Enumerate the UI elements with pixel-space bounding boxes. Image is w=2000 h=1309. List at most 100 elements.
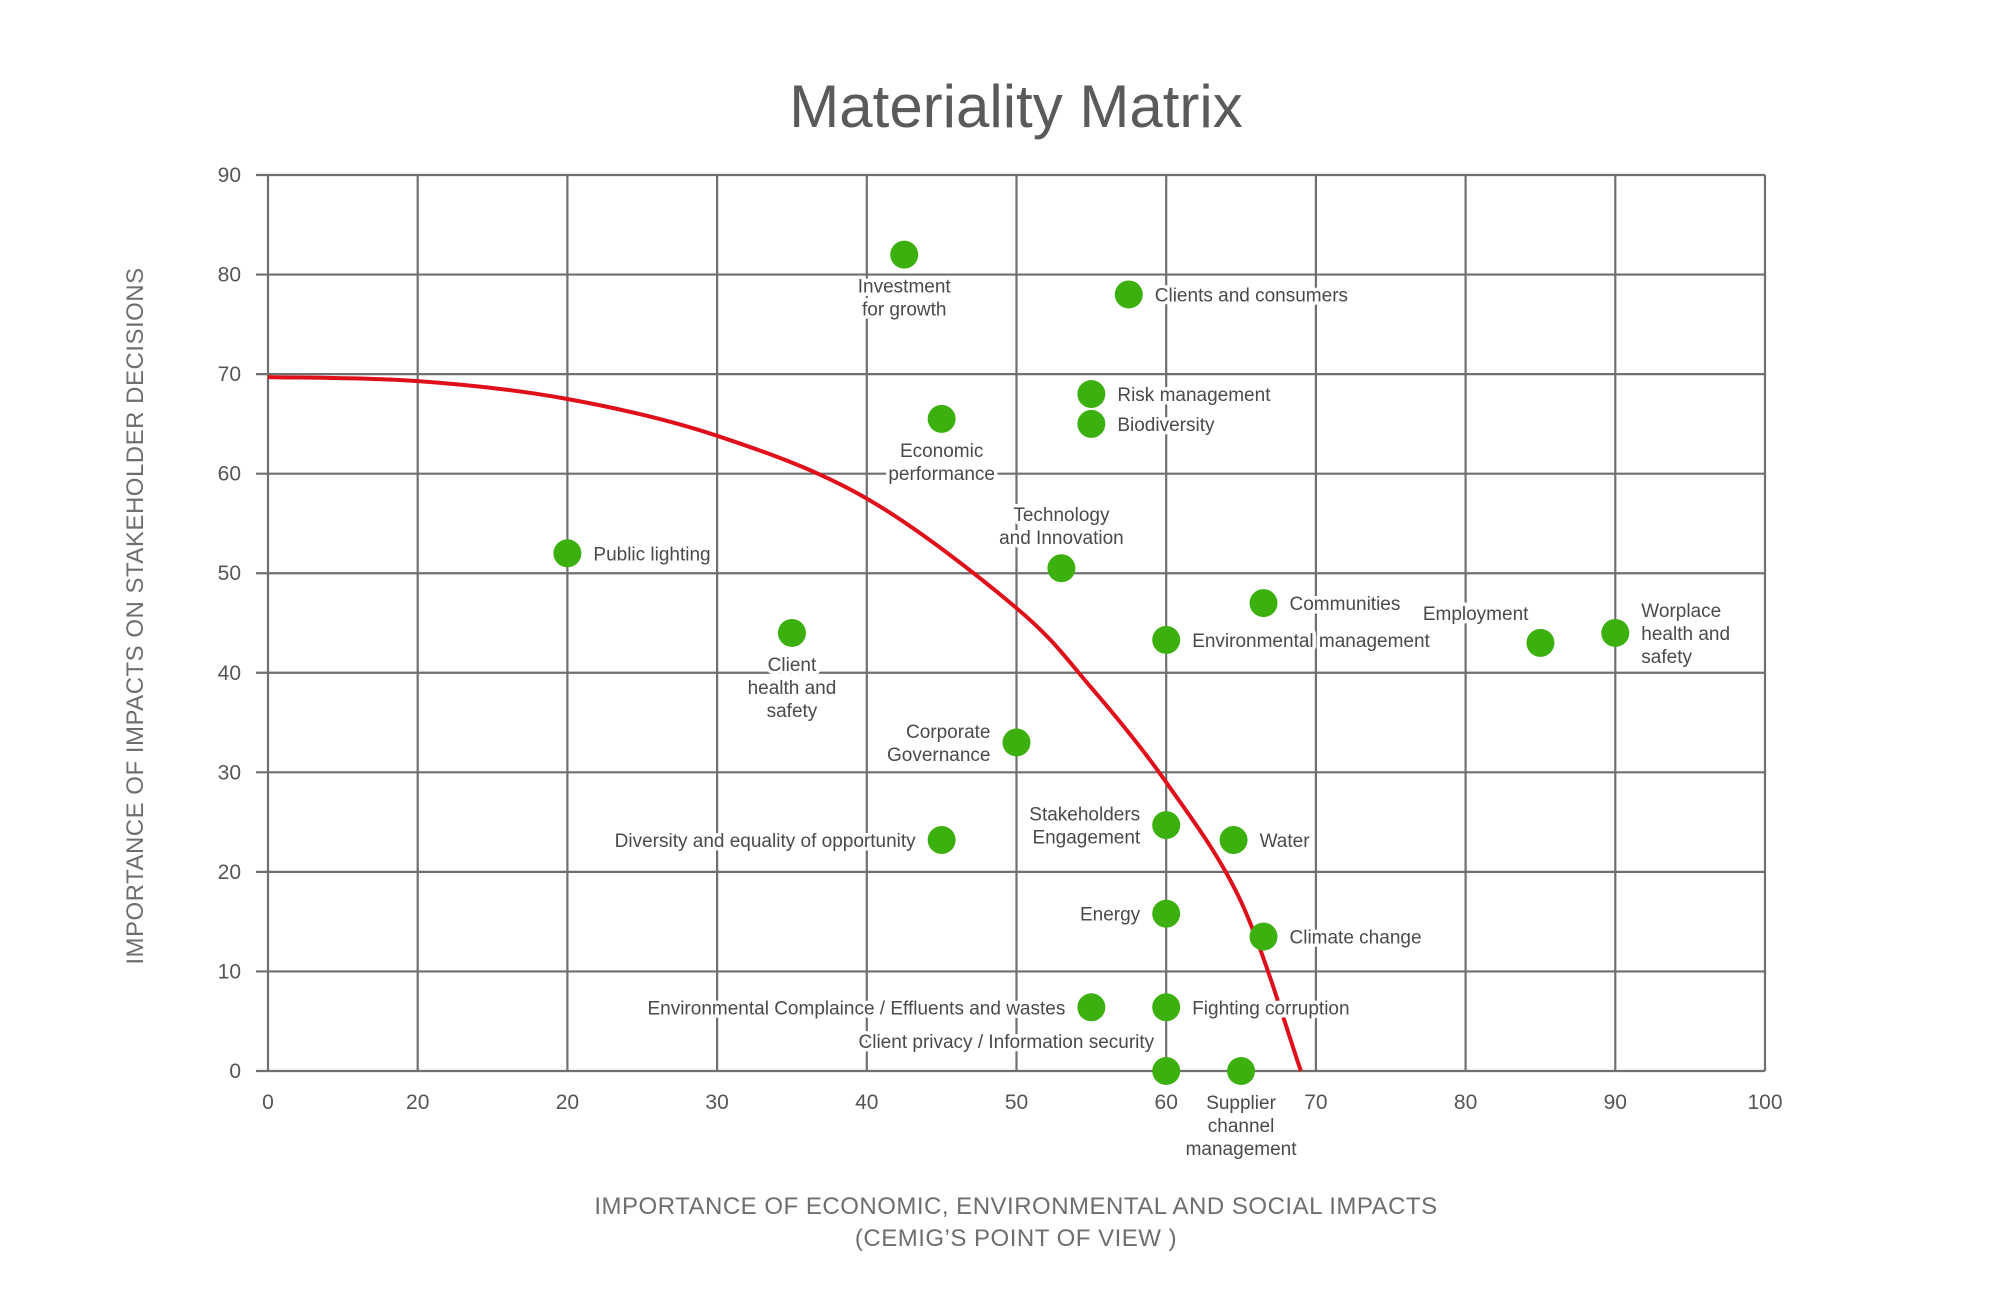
data-point xyxy=(553,539,582,568)
y-tick-label: 90 xyxy=(218,164,241,187)
data-point-label: Worplace health and safety xyxy=(1641,601,1730,668)
data-point-label-line: Biodiversity xyxy=(1117,415,1215,436)
data-point-label-line: management xyxy=(1186,1139,1298,1160)
data-point-label: Energy xyxy=(1080,905,1141,926)
data-point xyxy=(1152,993,1181,1022)
data-point-group: Fighting corruption xyxy=(1152,993,1353,1023)
materiality-threshold-curve xyxy=(267,375,1303,1072)
data-point-group: Technology and Innovation xyxy=(996,502,1127,583)
y-tick-label: 80 xyxy=(218,264,241,287)
y-tick-label: 40 xyxy=(218,662,241,685)
data-point-label-line: Technology xyxy=(1013,505,1110,526)
data-point-label: Supplier channel management xyxy=(1186,1093,1298,1160)
data-point-label: Client privacy / Information security xyxy=(859,1032,1155,1053)
data-point-label: Water xyxy=(1260,831,1311,852)
data-point-group: Diversity and equality of opportunity xyxy=(611,826,956,856)
x-tick-label: 0 xyxy=(262,1091,274,1114)
data-point-label: Climate change xyxy=(1290,928,1422,949)
data-point xyxy=(1219,826,1248,855)
data-point-label-line: Clients and consumers xyxy=(1155,285,1348,306)
data-point xyxy=(1077,993,1106,1022)
y-tick-label: 50 xyxy=(218,562,241,585)
data-point-label-line: channel xyxy=(1208,1116,1275,1137)
data-point-label: Clients and consumers xyxy=(1155,285,1348,306)
data-point xyxy=(1152,811,1181,840)
y-tick-label: 10 xyxy=(218,960,241,983)
data-point xyxy=(1227,1057,1256,1085)
data-point-label-line: Diversity and equality of opportunity xyxy=(615,831,916,852)
data-points: Investment for growth Clients and consumer… xyxy=(553,240,1734,1164)
data-point-group: Investment for growth xyxy=(854,240,955,324)
data-point-label-line: health and xyxy=(1641,624,1730,645)
data-point-label-line: Energy xyxy=(1080,905,1141,926)
data-point xyxy=(1601,618,1630,647)
data-point-group: Environmental Complaince / Effluents and… xyxy=(644,993,1106,1023)
y-tick-label: 20 xyxy=(218,861,241,884)
data-point-group: Employment xyxy=(1419,600,1555,657)
data-point-group: Supplier channel management xyxy=(1182,1057,1301,1164)
grid xyxy=(256,173,1767,1073)
data-point-group: Client privacy / Information security xyxy=(855,1029,1181,1085)
data-point-label: Diversity and equality of opportunity xyxy=(615,831,916,852)
data-point-group: Biodiversity xyxy=(1077,409,1218,439)
data-point-label-line: and Innovation xyxy=(999,528,1124,549)
data-point-label-line: Public lighting xyxy=(593,544,710,565)
data-point-label: Stakeholders Engagement xyxy=(1029,805,1141,849)
x-tick-label: 30 xyxy=(705,1091,728,1114)
x-tick-label: 20 xyxy=(556,1091,579,1114)
data-point xyxy=(890,240,919,269)
y-tick-label: 70 xyxy=(218,363,241,386)
data-point-label-line: Client privacy / Information security xyxy=(859,1032,1155,1053)
data-point-label: Corporate Governance xyxy=(887,722,991,766)
data-point-group: Clients and consumers xyxy=(1114,280,1352,310)
x-tick-label: 100 xyxy=(1747,1091,1782,1114)
data-point-group: Public lighting xyxy=(553,539,714,569)
data-point xyxy=(777,618,806,647)
data-point xyxy=(1249,589,1278,618)
data-point xyxy=(927,404,956,433)
data-point-group: Climate change xyxy=(1249,922,1425,952)
y-axis-title: IMPORTANCE OF IMPACTS ON STAKEHOLDER DEC… xyxy=(122,267,149,964)
data-point-label-line: Client xyxy=(768,655,817,676)
x-tick-label: 50 xyxy=(1005,1091,1028,1114)
x-tick-label: 90 xyxy=(1604,1091,1627,1114)
data-point xyxy=(1114,280,1143,309)
data-point-label: Environmental management xyxy=(1192,631,1430,652)
data-point-group: Corporate Governance xyxy=(883,718,1031,769)
data-point xyxy=(1077,409,1106,438)
data-point-label-line: health and xyxy=(748,678,837,699)
data-point xyxy=(1152,1057,1181,1085)
y-tick-label: 0 xyxy=(229,1060,241,1083)
data-point-group: Client health and safety xyxy=(744,618,840,725)
data-point-label-line: performance xyxy=(888,464,995,485)
data-point-label: Risk management xyxy=(1117,385,1271,406)
data-point-label-line: Engagement xyxy=(1032,828,1140,849)
data-point-label: Biodiversity xyxy=(1117,415,1215,436)
data-point xyxy=(1249,922,1278,951)
data-point-label-line: Corporate xyxy=(906,722,991,743)
data-point xyxy=(1077,380,1106,409)
data-point-group: Energy xyxy=(1076,899,1181,929)
data-point xyxy=(1152,899,1181,928)
data-point-label-line: for growth xyxy=(862,300,946,321)
data-point-label-line: Economic xyxy=(900,441,983,462)
data-point-label-line: safety xyxy=(1641,647,1692,668)
x-tick-label: 20 xyxy=(406,1091,429,1114)
data-point-label: Communities xyxy=(1290,594,1401,615)
data-point-label-line: Environmental management xyxy=(1192,631,1430,652)
axis-ticks: 0 20 20 30 40 50 60 70 80 90 100 0 10 20 30 40 50 60 70 80 9… xyxy=(218,164,1783,1114)
data-point-label: Economic performance xyxy=(888,441,995,485)
data-point-group: Worplace health and safety xyxy=(1601,597,1734,671)
data-point-group: Water xyxy=(1219,826,1314,856)
data-point-label-line: Supplier xyxy=(1206,1093,1276,1114)
data-point-label-line: Risk management xyxy=(1117,385,1271,406)
data-point-label: Public lighting xyxy=(593,544,710,565)
data-point-group: Communities xyxy=(1249,589,1404,619)
data-point-label: Investment for growth xyxy=(858,277,952,321)
x-tick-label: 60 xyxy=(1155,1091,1178,1114)
data-point-group: Environmental management xyxy=(1152,625,1434,655)
data-point-label-line: Climate change xyxy=(1290,928,1422,949)
data-point-label: Environmental Complaince / Effluents and… xyxy=(647,998,1065,1019)
data-point xyxy=(1002,728,1031,757)
